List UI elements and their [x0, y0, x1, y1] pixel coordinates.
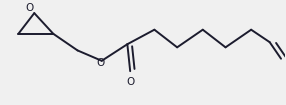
Text: O: O: [25, 3, 33, 13]
Text: O: O: [126, 77, 134, 87]
Text: O: O: [96, 58, 104, 68]
